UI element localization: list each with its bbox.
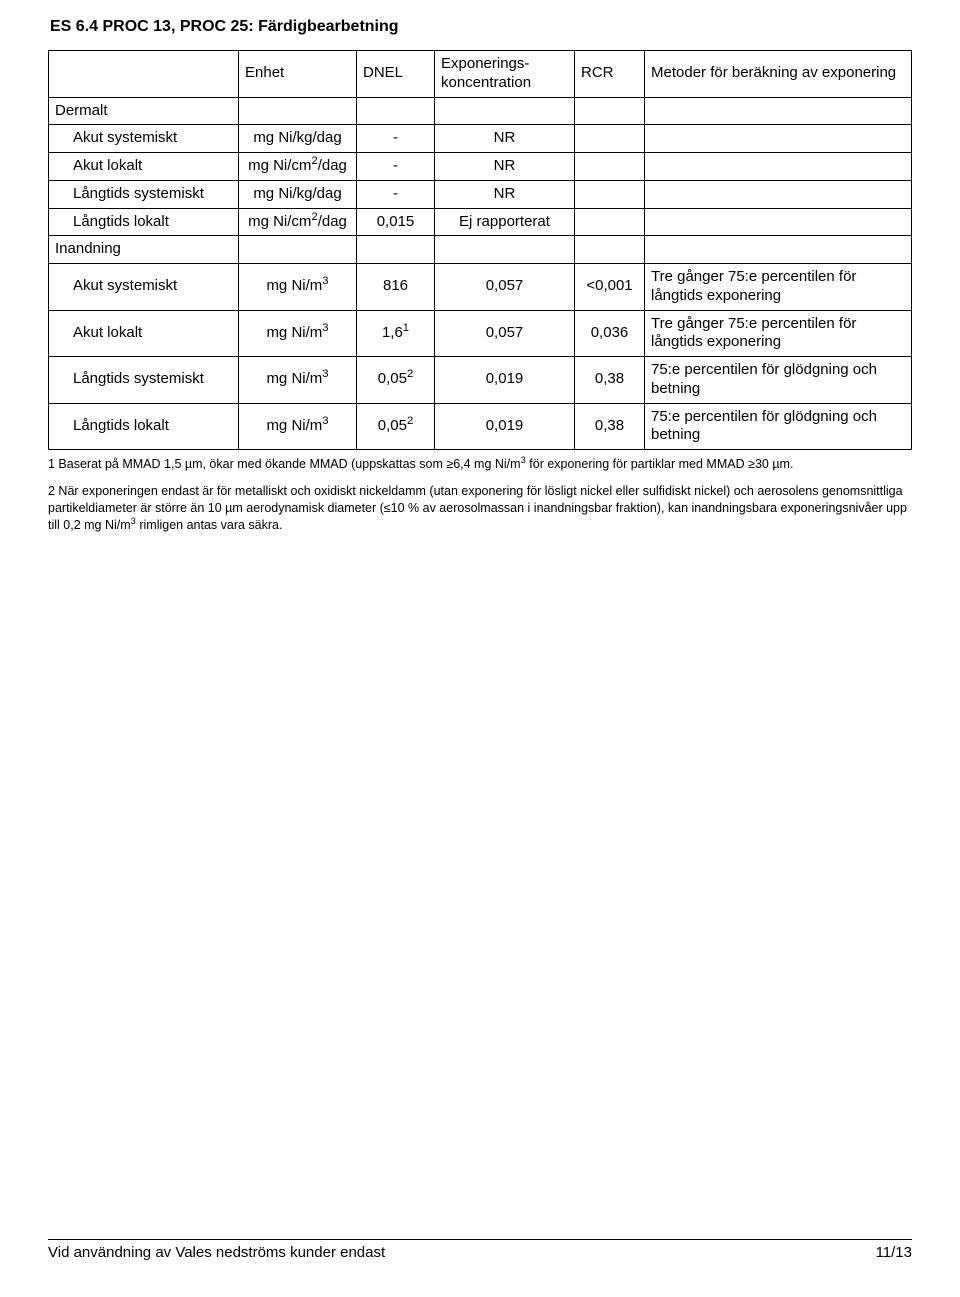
table-row: Akut lokaltmg Ni/m31,610,0570,036Tre gån… [49, 310, 912, 357]
table-header-blank [49, 51, 239, 98]
table-cell-empty [239, 236, 357, 264]
row-dnel: 0,015 [357, 208, 435, 236]
row-label: Långtids lokalt [49, 403, 239, 450]
table-cell-empty [575, 97, 645, 125]
table-row: Långtids systemisktmg Ni/kg/dag-NR [49, 180, 912, 208]
row-dnel: - [357, 180, 435, 208]
row-label: Långtids lokalt [49, 208, 239, 236]
row-label: Långtids systemiskt [49, 357, 239, 404]
table-row: Akut systemisktmg Ni/m38160,057<0,001Tre… [49, 264, 912, 311]
row-concentration: NR [435, 125, 575, 153]
row-concentration: NR [435, 180, 575, 208]
row-unit: mg Ni/cm2/dag [239, 208, 357, 236]
footnote: 1 Baserat på MMAD 1,5 µm, ökar med ökand… [48, 456, 912, 473]
table-cell-empty [645, 236, 912, 264]
row-dnel: - [357, 153, 435, 181]
row-rcr: 0,38 [575, 357, 645, 404]
table-row: Långtids lokaltmg Ni/m30,0520,0190,3875:… [49, 403, 912, 450]
row-concentration: 0,057 [435, 310, 575, 357]
row-rcr [575, 180, 645, 208]
row-method: 75:e percentilen för glödgning och betni… [645, 403, 912, 450]
footer-right: 11/13 [876, 1244, 912, 1261]
footnote: 2 När exponeringen endast är för metalli… [48, 483, 912, 534]
col-header-unit: Enhet [239, 51, 357, 98]
footnotes: 1 Baserat på MMAD 1,5 µm, ökar med ökand… [48, 456, 912, 534]
row-unit: mg Ni/kg/dag [239, 180, 357, 208]
row-unit: mg Ni/cm2/dag [239, 153, 357, 181]
row-dnel: 816 [357, 264, 435, 311]
row-rcr [575, 153, 645, 181]
row-label: Akut lokalt [49, 310, 239, 357]
row-label: Långtids systemiskt [49, 180, 239, 208]
table-row: Långtids lokaltmg Ni/cm2/dag0,015Ej rapp… [49, 208, 912, 236]
section-heading: ES 6.4 PROC 13, PROC 25: Färdigbearbetni… [50, 18, 912, 36]
row-method [645, 208, 912, 236]
footer-left: Vid användning av Vales nedströms kunder… [48, 1244, 385, 1261]
table-cell-empty [357, 236, 435, 264]
row-concentration: 0,019 [435, 403, 575, 450]
page-footer: Vid användning av Vales nedströms kunder… [48, 1239, 912, 1261]
row-rcr [575, 125, 645, 153]
row-dnel: 0,052 [357, 357, 435, 404]
table-cell-empty [357, 97, 435, 125]
row-method [645, 153, 912, 181]
row-dnel: 1,61 [357, 310, 435, 357]
row-method: Tre gånger 75:e percentilen för långtids… [645, 310, 912, 357]
row-concentration: Ej rapporterat [435, 208, 575, 236]
row-rcr [575, 208, 645, 236]
row-unit: mg Ni/m3 [239, 357, 357, 404]
row-method [645, 125, 912, 153]
row-label: Akut systemiskt [49, 264, 239, 311]
table-row: Akut systemisktmg Ni/kg/dag-NR [49, 125, 912, 153]
table-cell-empty [435, 236, 575, 264]
row-rcr: <0,001 [575, 264, 645, 311]
table-cell-empty [575, 236, 645, 264]
row-dnel: - [357, 125, 435, 153]
row-rcr: 0,036 [575, 310, 645, 357]
row-concentration: NR [435, 153, 575, 181]
row-unit: mg Ni/m3 [239, 310, 357, 357]
table-row: Akut lokaltmg Ni/cm2/dag-NR [49, 153, 912, 181]
table-section-title: Inandning [49, 236, 239, 264]
table-cell-empty [239, 97, 357, 125]
row-method: 75:e percentilen för glödgning och betni… [645, 357, 912, 404]
row-label: Akut systemiskt [49, 125, 239, 153]
col-header-rcr: RCR [575, 51, 645, 98]
row-unit: mg Ni/m3 [239, 403, 357, 450]
table-cell-empty [645, 97, 912, 125]
table-section-title: Dermalt [49, 97, 239, 125]
row-concentration: 0,019 [435, 357, 575, 404]
row-concentration: 0,057 [435, 264, 575, 311]
row-dnel: 0,052 [357, 403, 435, 450]
row-unit: mg Ni/kg/dag [239, 125, 357, 153]
row-unit: mg Ni/m3 [239, 264, 357, 311]
exposure-table: EnhetDNELExponerings-koncentrationRCRMet… [48, 50, 912, 450]
col-header-method: Metoder för beräkning av exponering [645, 51, 912, 98]
col-header-dnel: DNEL [357, 51, 435, 98]
col-header-concentration: Exponerings-koncentration [435, 51, 575, 98]
row-method: Tre gånger 75:e percentilen för långtids… [645, 264, 912, 311]
table-cell-empty [435, 97, 575, 125]
row-label: Akut lokalt [49, 153, 239, 181]
table-row: Långtids systemisktmg Ni/m30,0520,0190,3… [49, 357, 912, 404]
row-method [645, 180, 912, 208]
row-rcr: 0,38 [575, 403, 645, 450]
